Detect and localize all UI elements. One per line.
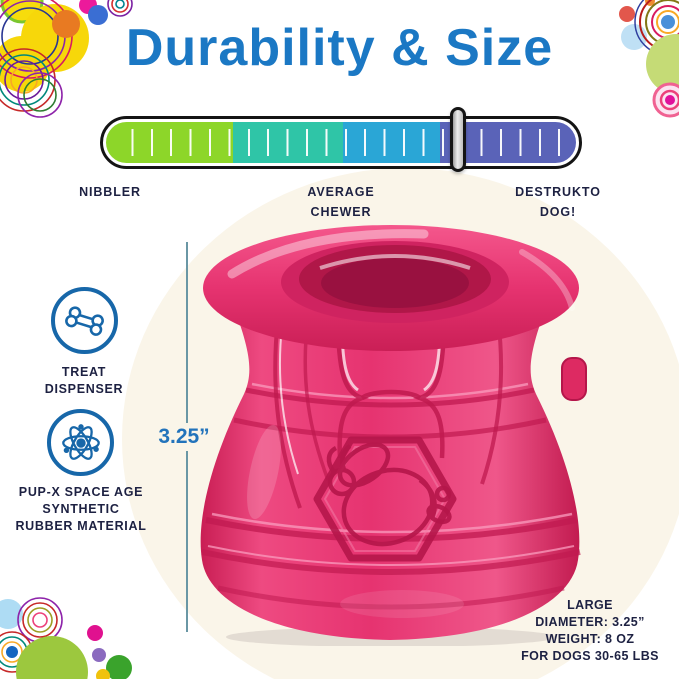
size-info-diameter: DIAMETER: 3.25” — [535, 615, 645, 629]
durability-meter — [100, 107, 582, 172]
treat-dispenser-label: TREAT DISPENSER — [44, 365, 124, 396]
size-info-weight: WEIGHT: 8 OZ — [545, 632, 635, 646]
meter-label-nibbler: NIBBLER — [79, 185, 141, 199]
material-badge — [47, 409, 114, 476]
size-info-block: LARGE DIAMETER: 3.25” WEIGHT: 8 OZ FOR D… — [502, 597, 678, 665]
size-info-size: LARGE — [567, 598, 613, 612]
material-label: PUP-X SPACE AGE SYNTHETIC RUBBER MATERIA… — [15, 485, 147, 533]
decor-bubbles-bottom-left-icon — [0, 597, 132, 679]
bone-icon — [64, 305, 104, 336]
decor-bubbles-top-right-icon — [619, 0, 679, 118]
meter-slider[interactable] — [449, 107, 466, 172]
product-photo-honey-pot — [200, 225, 587, 646]
treat-dispenser-badge — [51, 287, 118, 354]
size-info-dog-range: FOR DOGS 30-65 LBS — [521, 649, 659, 663]
atom-icon — [61, 423, 100, 460]
meter-label-destrukto-dog: DESTRUKTO DOG! — [515, 185, 601, 219]
meter-tick-marks — [114, 129, 568, 156]
durability-meter-track — [106, 122, 576, 163]
meter-label-average-chewer: AVERAGE CHEWER — [307, 185, 375, 219]
page-title: Durability & Size — [125, 19, 554, 77]
measurement-value: 3.25” — [136, 423, 232, 451]
decor-bubbles-top-left-icon — [0, 0, 133, 118]
